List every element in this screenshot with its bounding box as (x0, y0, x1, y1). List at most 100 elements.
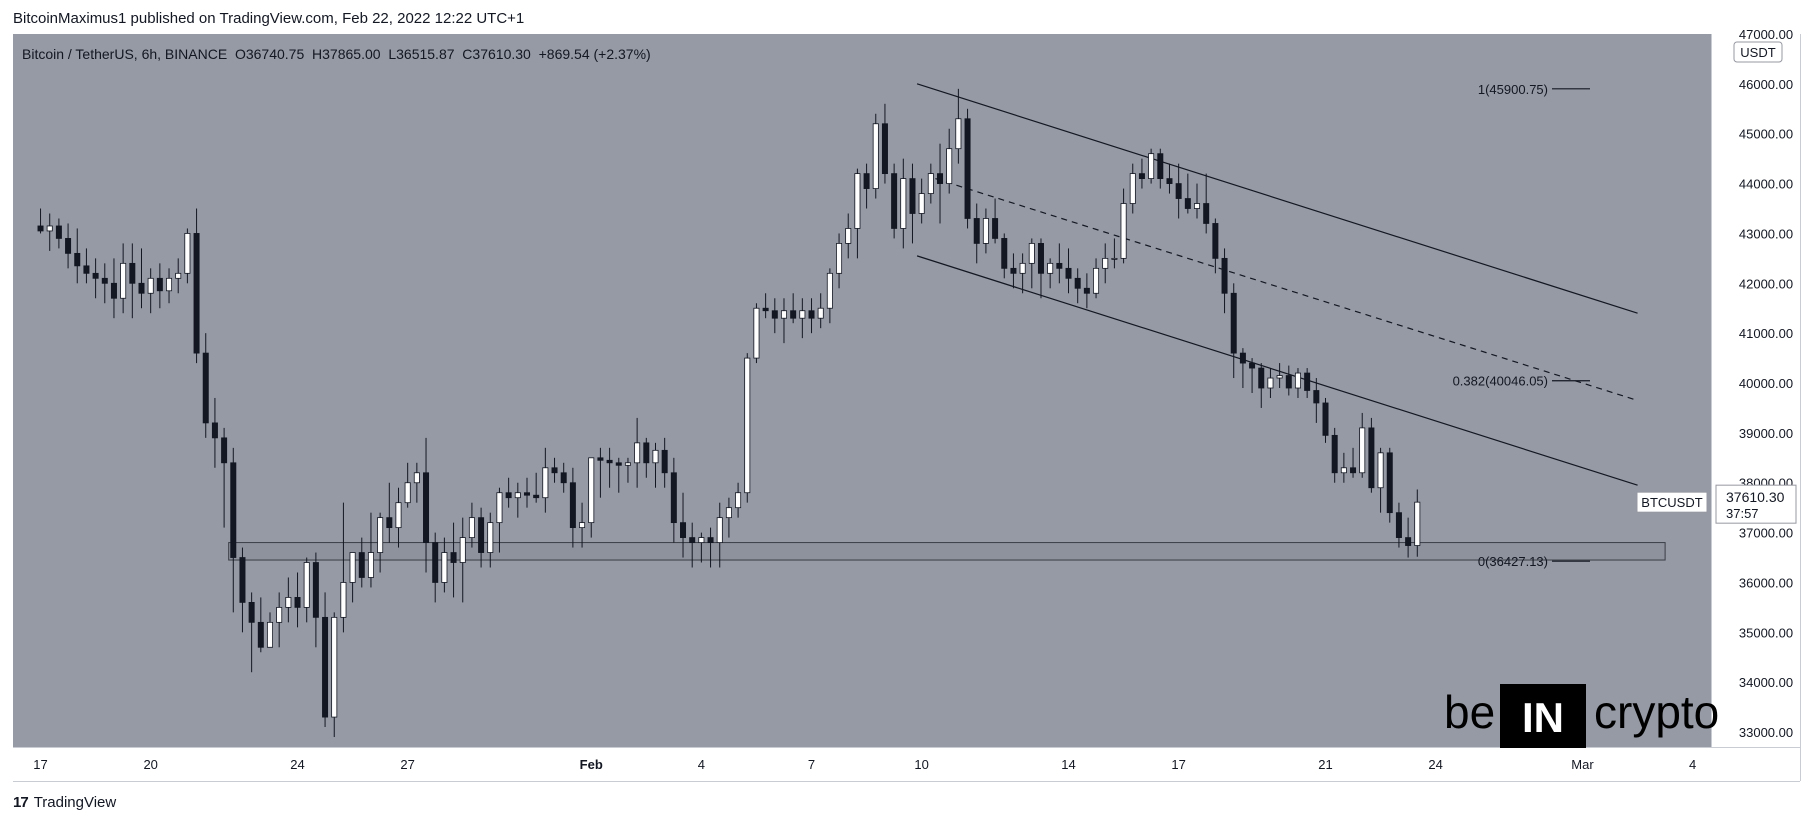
candle (349, 552, 356, 603)
candle-body (771, 310, 778, 319)
candle-body (395, 502, 402, 529)
last-price-value: 37610.30 (1726, 489, 1785, 505)
candle (964, 108, 971, 229)
candle (129, 243, 136, 319)
candle (606, 447, 613, 488)
candle (643, 437, 650, 478)
candle (1194, 183, 1201, 219)
candle-body (523, 492, 530, 496)
candle-body (285, 597, 292, 608)
candle-body (138, 282, 145, 294)
candle-body (459, 537, 466, 563)
candle (432, 532, 439, 603)
candle (1074, 268, 1081, 304)
candle (1239, 348, 1246, 389)
candle (937, 143, 944, 224)
candle-body (1377, 452, 1384, 489)
tradingview-logo-icon: 17 (13, 794, 29, 811)
candle (1001, 233, 1008, 279)
candle (202, 333, 209, 438)
candle-body (1285, 375, 1292, 389)
candle (1258, 363, 1265, 408)
candle-body (1028, 243, 1035, 264)
candle-body (1138, 173, 1145, 179)
candle-body (845, 228, 852, 244)
candle-body (973, 218, 980, 244)
candle-body (780, 310, 787, 319)
candle-body (487, 522, 494, 553)
candle (1102, 243, 1109, 284)
plot-background (13, 34, 1711, 747)
candle (1359, 412, 1366, 478)
currency-label: USDT (1740, 45, 1775, 60)
candle (1285, 365, 1292, 396)
tradingview-footer[interactable]: 17 TradingView (13, 794, 116, 811)
candle-body (1340, 467, 1347, 474)
price-tick-label: 34000.00 (1739, 675, 1793, 690)
published-header: BitcoinMaximus1 published on TradingView… (13, 10, 525, 27)
candle-body (101, 277, 108, 284)
channel-upper-line (916, 83, 1638, 314)
candle (211, 397, 218, 468)
candle (1148, 148, 1155, 184)
candle-body (432, 542, 439, 583)
candle (918, 178, 925, 224)
candle-body (1111, 257, 1118, 260)
candle (735, 482, 742, 518)
high-value: 37865.00 (322, 46, 381, 62)
candle-body (615, 462, 622, 466)
candle-body (266, 621, 273, 648)
symbol-info-line: Bitcoin / TetherUS, 6h, BINANCE O36740.7… (22, 46, 651, 62)
candle (689, 522, 696, 568)
candle (780, 298, 787, 344)
price-tick-label: 45000.00 (1739, 127, 1793, 142)
candle-body (166, 277, 173, 292)
candle (248, 592, 255, 673)
candle-body (716, 517, 723, 543)
candle-body (854, 173, 861, 229)
candle-body (294, 597, 301, 608)
price-tick-label: 44000.00 (1739, 177, 1793, 192)
candle (377, 512, 384, 573)
open-label: O (227, 46, 246, 62)
candle (1267, 368, 1274, 398)
time-tick-label: 14 (1061, 757, 1075, 772)
candle-body (505, 492, 512, 499)
price-tick-label: 39000.00 (1739, 426, 1793, 441)
candle-body (404, 482, 411, 504)
candle (1395, 502, 1402, 548)
candle-body (1083, 287, 1090, 294)
last-price-frame (1715, 484, 1797, 524)
candle (1405, 517, 1412, 558)
candle (266, 612, 273, 648)
candle (579, 502, 586, 548)
candle-body (964, 118, 971, 219)
candle (670, 457, 677, 543)
candle-body (891, 173, 898, 229)
symbol-title: Bitcoin / TetherUS, 6h, BINANCE (22, 46, 227, 62)
close-value: 37610.30 (472, 46, 531, 62)
candle-body (624, 462, 631, 466)
candle (1037, 238, 1044, 299)
candle (312, 552, 319, 648)
candle-body (992, 218, 999, 239)
candle (1276, 363, 1283, 389)
candle (1368, 417, 1375, 493)
candle (597, 447, 604, 498)
time-tick-label: 20 (143, 757, 157, 772)
price-chart[interactable]: 1(45900.75) 0.382(40046.05) 0(36427.13) 330… (0, 0, 1813, 790)
currency-badge: USDT (1733, 41, 1783, 63)
time-tick-label: Mar (1571, 757, 1594, 772)
candle-body (257, 621, 264, 648)
candle (725, 497, 732, 538)
candle-body (680, 522, 687, 538)
candle-body (1120, 203, 1127, 259)
candle-body (808, 310, 815, 319)
candle-body (211, 422, 218, 439)
candle (257, 597, 264, 653)
candle-body (230, 462, 237, 558)
candle (799, 298, 806, 339)
time-tick-label: 24 (290, 757, 304, 772)
candle (1386, 447, 1393, 523)
watermark-left-text: be (1444, 686, 1495, 738)
